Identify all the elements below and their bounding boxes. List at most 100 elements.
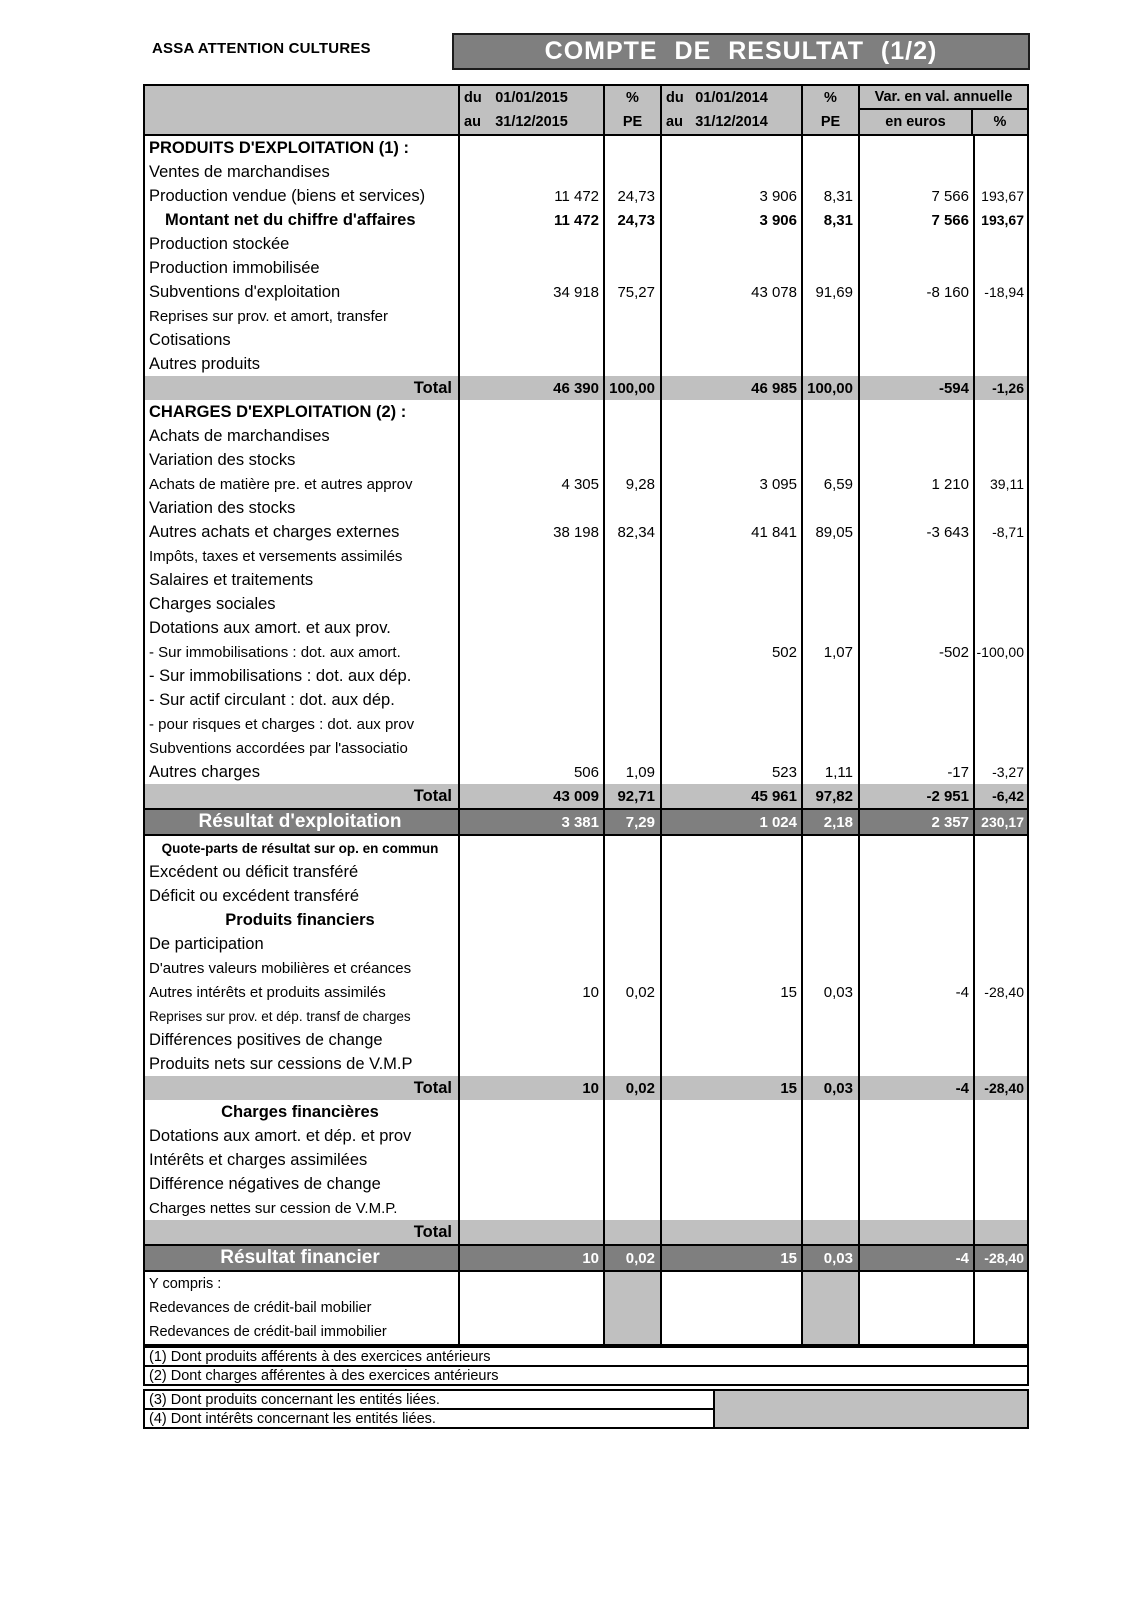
value-2014 bbox=[662, 932, 803, 956]
pct-2014 bbox=[803, 592, 860, 616]
pct-2014 bbox=[803, 1124, 860, 1148]
pct-2014 bbox=[803, 1004, 860, 1028]
variation-pct bbox=[975, 688, 1027, 712]
value-2014 bbox=[662, 328, 803, 352]
pct-2014: 97,82 bbox=[803, 784, 860, 808]
value-2014 bbox=[662, 664, 803, 688]
pct-2015: 75,27 bbox=[605, 280, 662, 304]
table-row: De participation bbox=[145, 932, 1027, 956]
variation-pct bbox=[975, 908, 1027, 932]
variation-euros bbox=[860, 304, 975, 328]
variation-pct bbox=[975, 1148, 1027, 1172]
pct-2014: 0,03 bbox=[803, 1246, 860, 1270]
variation-euros bbox=[860, 136, 975, 160]
pct-2015: 82,34 bbox=[605, 520, 662, 544]
variation-pct bbox=[975, 304, 1027, 328]
pct-2014: 91,69 bbox=[803, 280, 860, 304]
value-2015 bbox=[460, 688, 605, 712]
value-2014 bbox=[662, 908, 803, 932]
value-2014 bbox=[662, 1272, 803, 1296]
variation-euros: -4 bbox=[860, 980, 975, 1004]
variation-pct bbox=[975, 932, 1027, 956]
variation-pct bbox=[975, 1220, 1027, 1244]
pct-2014 bbox=[803, 304, 860, 328]
row-label: - Sur immobilisations : dot. aux amort. bbox=[145, 640, 460, 664]
variation-pct: -6,42 bbox=[975, 784, 1027, 808]
pct-2014 bbox=[803, 136, 860, 160]
value-2015 bbox=[460, 860, 605, 884]
pct-2015 bbox=[605, 232, 662, 256]
row-label: Impôts, taxes et versements assimilés bbox=[145, 544, 460, 568]
variation-pct bbox=[975, 544, 1027, 568]
pct-2015: 7,29 bbox=[605, 810, 662, 834]
table-row: Excédent ou déficit transféré bbox=[145, 860, 1027, 884]
variation-pct bbox=[975, 1124, 1027, 1148]
row-label: Autres achats et charges externes bbox=[145, 520, 460, 544]
footnotes-3-4-block: (3) Dont produits concernant les entités… bbox=[143, 1389, 1029, 1429]
pct-2015 bbox=[605, 424, 662, 448]
variation-pct bbox=[975, 1172, 1027, 1196]
row-label: Résultat financier bbox=[145, 1246, 460, 1270]
row-label: Achats de matière pre. et autres approv bbox=[145, 472, 460, 496]
variation-euros bbox=[860, 1220, 975, 1244]
table-row: Subventions d'exploitation 34 918 75,27 43 … bbox=[145, 280, 1027, 304]
value-2014 bbox=[662, 496, 803, 520]
value-2015 bbox=[460, 1124, 605, 1148]
row-label: Montant net du chiffre d'affaires bbox=[145, 208, 460, 232]
row-label: - Sur actif circulant : dot. aux dép. bbox=[145, 688, 460, 712]
variation-euros: -17 bbox=[860, 760, 975, 784]
footnote-2: (2) Dont charges afférentes à des exerci… bbox=[143, 1365, 1029, 1386]
value-2015: 38 198 bbox=[460, 520, 605, 544]
variation-pct bbox=[975, 884, 1027, 908]
variation-euros bbox=[860, 232, 975, 256]
variation-euros bbox=[860, 712, 975, 736]
pct-2015 bbox=[605, 1100, 662, 1124]
table-row: Ventes de marchandises bbox=[145, 160, 1027, 184]
variation-pct bbox=[975, 616, 1027, 640]
pct-2015: 92,71 bbox=[605, 784, 662, 808]
row-label: Salaires et traitements bbox=[145, 568, 460, 592]
variation-euros: -4 bbox=[860, 1076, 975, 1100]
period-to-label: au bbox=[464, 114, 481, 130]
variation-pct: 193,67 bbox=[981, 212, 1024, 228]
value-2015 bbox=[460, 1196, 605, 1220]
pct-2015 bbox=[605, 136, 662, 160]
value-2014 bbox=[662, 304, 803, 328]
value-2015 bbox=[460, 352, 605, 376]
row-label: D'autres valeurs mobilières et créances bbox=[145, 956, 460, 980]
table-row: Y compris : bbox=[145, 1272, 1027, 1296]
variation-pct: -28,40 bbox=[975, 1246, 1027, 1270]
value-2015: 46 390 bbox=[460, 376, 605, 400]
variation-title: Var. en val. annuelle bbox=[860, 86, 1027, 110]
pct-2014 bbox=[803, 1100, 860, 1124]
value-2015 bbox=[460, 1320, 605, 1344]
value-2015 bbox=[460, 932, 605, 956]
value-2015 bbox=[460, 664, 605, 688]
pct-2014 bbox=[803, 932, 860, 956]
variation-euros bbox=[860, 664, 975, 688]
value-2015 bbox=[460, 1272, 605, 1296]
variation-pct bbox=[975, 1296, 1027, 1320]
pct-2014 bbox=[803, 956, 860, 980]
pct-2014 bbox=[803, 568, 860, 592]
pct-2014: 6,59 bbox=[803, 472, 860, 496]
value-2014 bbox=[662, 1004, 803, 1028]
period-from-date: 01/01/2015 bbox=[495, 90, 568, 106]
pct-2015 bbox=[605, 836, 662, 860]
pct-2015 bbox=[605, 568, 662, 592]
row-label: Total bbox=[145, 784, 460, 808]
table-row: Production stockée bbox=[145, 232, 1027, 256]
value-2015: 506 bbox=[460, 760, 605, 784]
value-2014 bbox=[662, 1196, 803, 1220]
variation-pct bbox=[975, 328, 1027, 352]
row-label: Excédent ou déficit transféré bbox=[145, 860, 460, 884]
variation-euros bbox=[860, 256, 975, 280]
pct-2015: 0,02 bbox=[605, 980, 662, 1004]
value-2015 bbox=[460, 1052, 605, 1076]
variation-euros bbox=[860, 352, 975, 376]
variation-euros bbox=[860, 932, 975, 956]
row-label: Production immobilisée bbox=[145, 256, 460, 280]
row-label: Résultat d'exploitation bbox=[145, 810, 460, 834]
table-row: Autres intérêts et produits assimilés 10 0… bbox=[145, 980, 1027, 1004]
